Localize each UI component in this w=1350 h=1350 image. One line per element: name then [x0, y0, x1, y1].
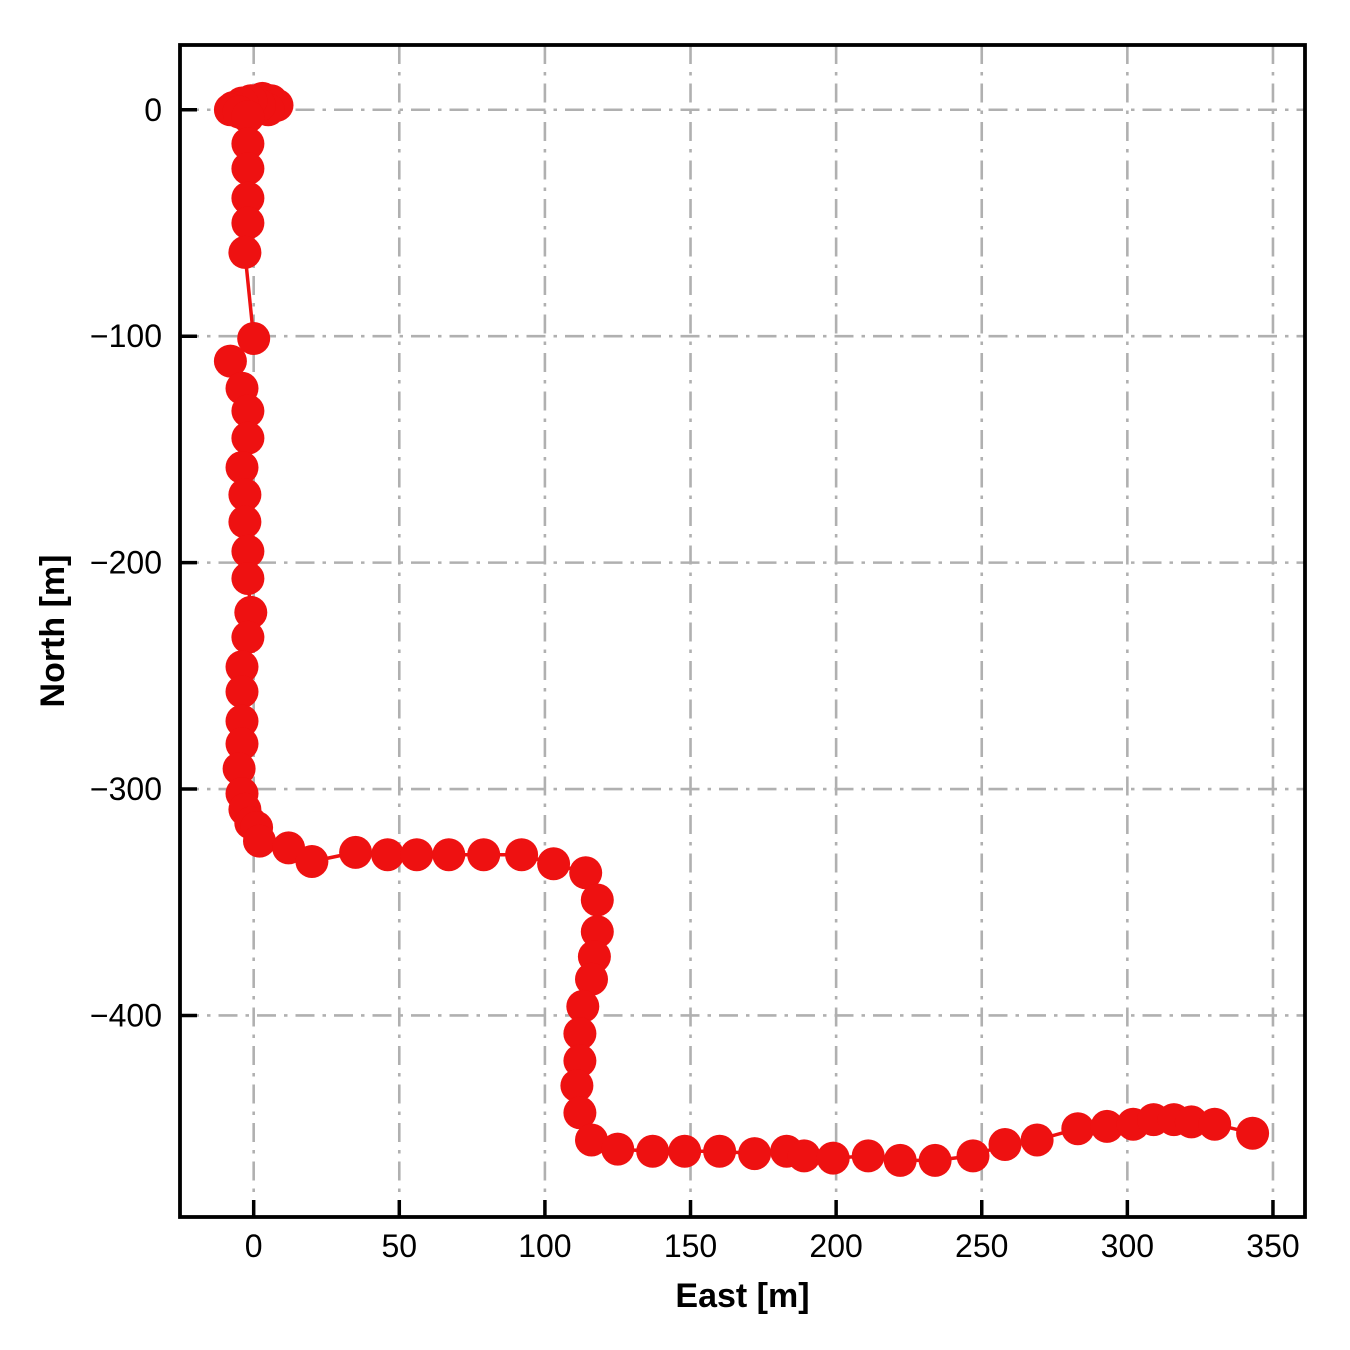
- data-point: [231, 100, 265, 134]
- data-point: [575, 962, 608, 996]
- data-point: [537, 847, 571, 881]
- data-point: [371, 838, 405, 872]
- data-point: [569, 856, 603, 890]
- x-tick-label: 300: [1101, 1228, 1154, 1264]
- data-point: [1198, 1107, 1232, 1141]
- data-point: [505, 838, 539, 872]
- data-point: [231, 562, 265, 595]
- x-tick-label: 350: [1246, 1228, 1299, 1264]
- plot-border: [178, 43, 1307, 1219]
- data-point: [566, 989, 600, 1023]
- data-point: [231, 206, 265, 240]
- data-point: [231, 421, 265, 455]
- data-point: [988, 1128, 1022, 1161]
- trajectory-path: [228, 96, 1255, 1163]
- y-tick-label: −200: [90, 545, 162, 581]
- data-point: [467, 838, 501, 872]
- data-point: [816, 1141, 850, 1175]
- data-point: [231, 620, 265, 654]
- y-tick-label: 0: [144, 92, 162, 128]
- data-point: [1090, 1109, 1124, 1143]
- data-point: [956, 1139, 990, 1173]
- x-axis-label: East [m]: [675, 1277, 809, 1315]
- data-point: [231, 181, 265, 215]
- data-point: [1061, 1112, 1095, 1146]
- y-tick-label: −300: [90, 771, 162, 807]
- gridlines: [180, 45, 1305, 1217]
- y-tick-label: −400: [90, 997, 162, 1033]
- data-point: [883, 1143, 917, 1177]
- data-point: [231, 394, 265, 428]
- data-point: [580, 915, 614, 949]
- data-point: [636, 1134, 670, 1168]
- x-tick-label: 0: [245, 1228, 263, 1264]
- trajectory-series: [213, 81, 1270, 1177]
- data-point: [231, 127, 265, 161]
- data-point: [225, 675, 259, 709]
- data-point: [787, 1139, 821, 1173]
- data-point: [339, 835, 373, 869]
- x-tick-label: 50: [381, 1228, 417, 1264]
- data-point: [580, 883, 614, 917]
- data-point: [851, 1139, 885, 1173]
- data-point: [575, 1123, 608, 1157]
- plot-frame: [178, 43, 1307, 1219]
- data-point: [234, 595, 268, 629]
- x-tick-label: 200: [809, 1228, 862, 1264]
- data-point: [228, 478, 262, 512]
- x-tick-label: 100: [518, 1228, 571, 1264]
- data-point: [225, 451, 259, 484]
- data-point: [563, 1044, 597, 1078]
- data-point: [703, 1134, 737, 1168]
- data-point: [563, 1096, 597, 1130]
- data-point: [295, 845, 329, 878]
- data-point: [1236, 1116, 1270, 1150]
- data-point: [563, 1017, 597, 1051]
- data-point: [560, 1069, 594, 1103]
- data-point: [738, 1137, 772, 1171]
- data-point: [243, 824, 276, 858]
- y-axis-label: North [m]: [34, 555, 72, 708]
- data-point: [225, 704, 259, 738]
- data-point: [668, 1134, 702, 1168]
- data-point: [225, 650, 259, 684]
- data-point: [225, 727, 259, 761]
- data-point: [213, 344, 247, 378]
- x-tick-label: 250: [955, 1228, 1008, 1264]
- data-point: [432, 838, 466, 872]
- data-point: [400, 838, 434, 872]
- x-tick-label: 150: [664, 1228, 717, 1264]
- data-point: [1020, 1123, 1054, 1157]
- tick-labels: 0 50 100 150 200 250 300 350 0 −100 −200 −300 −400: [90, 92, 1300, 1264]
- data-point: [231, 152, 265, 186]
- data-point: [228, 235, 262, 269]
- data-point: [918, 1143, 952, 1177]
- axis-ticks: [180, 108, 1275, 1217]
- data-point: [231, 534, 265, 568]
- data-point: [222, 752, 256, 786]
- data-point: [228, 505, 262, 539]
- data-point: [237, 322, 271, 355]
- y-tick-label: −100: [90, 318, 162, 354]
- data-point: [601, 1132, 635, 1166]
